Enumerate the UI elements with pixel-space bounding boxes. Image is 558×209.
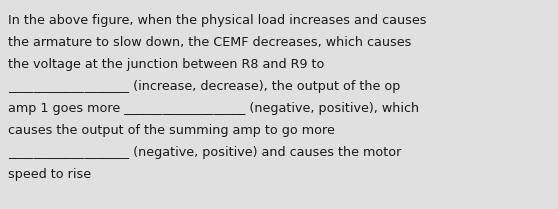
Text: the voltage at the junction between R8 and R9 to: the voltage at the junction between R8 a… — [8, 58, 324, 71]
Text: ___________________ (negative, positive) and causes the motor: ___________________ (negative, positive)… — [8, 146, 401, 159]
Text: amp 1 goes more ___________________ (negative, positive), which: amp 1 goes more ___________________ (neg… — [8, 102, 419, 115]
Text: the armature to slow down, the CEMF decreases, which causes: the armature to slow down, the CEMF decr… — [8, 36, 411, 49]
Text: speed to rise: speed to rise — [8, 168, 91, 181]
Text: ___________________ (increase, decrease), the output of the op: ___________________ (increase, decrease)… — [8, 80, 401, 93]
Text: In the above figure, when the physical load increases and causes: In the above figure, when the physical l… — [8, 14, 426, 27]
Text: causes the output of the summing amp to go more: causes the output of the summing amp to … — [8, 124, 335, 137]
